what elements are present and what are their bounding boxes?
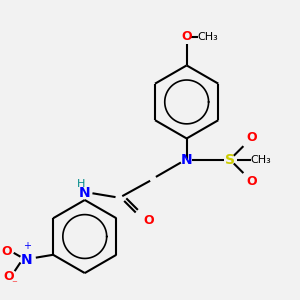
Text: O: O [247,131,257,144]
Text: O: O [143,214,154,227]
Text: O: O [182,30,192,43]
Text: S: S [225,153,235,166]
Text: O: O [2,245,12,258]
Text: CH₃: CH₃ [197,32,218,42]
Text: H: H [77,178,85,189]
Text: N: N [181,153,193,166]
Text: N: N [79,186,91,200]
Text: O: O [4,270,14,284]
Text: ⁻: ⁻ [12,280,18,290]
Text: CH₃: CH₃ [250,154,271,165]
Text: N: N [20,253,32,267]
Text: +: + [23,241,31,251]
Text: O: O [247,175,257,188]
